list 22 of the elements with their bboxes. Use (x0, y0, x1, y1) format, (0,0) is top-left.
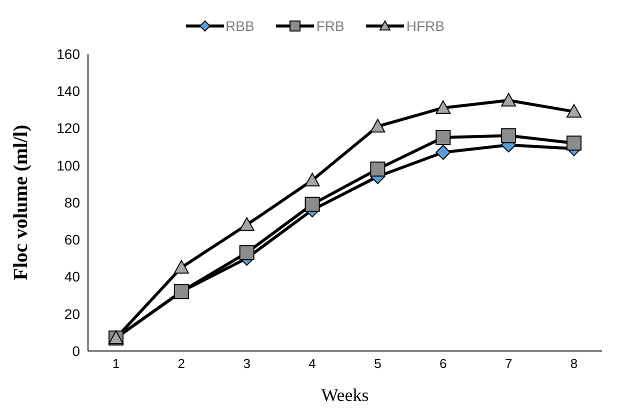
y-tick-label: 100 (56, 157, 80, 174)
y-tick-label: 60 (64, 232, 80, 248)
y-tick-label: 160 (56, 46, 80, 62)
legend-label: RBB (224, 18, 254, 34)
x-tick-label: 4 (308, 356, 316, 372)
y-tick-label: 120 (56, 120, 80, 136)
x-tick-label: 3 (243, 356, 250, 372)
x-tick-label: 7 (504, 356, 512, 372)
x-tick-label: 5 (374, 356, 382, 372)
y-tick-label: 0 (72, 342, 80, 359)
x-tick-label: 8 (570, 356, 578, 372)
legend-label: HFRB (405, 18, 444, 34)
x-tick-label: 1 (112, 356, 120, 372)
x-tick-label: 6 (440, 356, 447, 372)
y-axis-title: Floc volume (ml/l) (10, 124, 32, 280)
y-tick-label: 20 (64, 306, 80, 322)
x-tick-label: 2 (178, 356, 186, 372)
x-axis-title: Weeks (321, 385, 369, 405)
y-tick-label: 140 (56, 83, 80, 100)
y-tick-label: 40 (64, 268, 80, 285)
y-tick-label: 80 (64, 194, 80, 210)
legend-label: FRB (315, 18, 344, 34)
